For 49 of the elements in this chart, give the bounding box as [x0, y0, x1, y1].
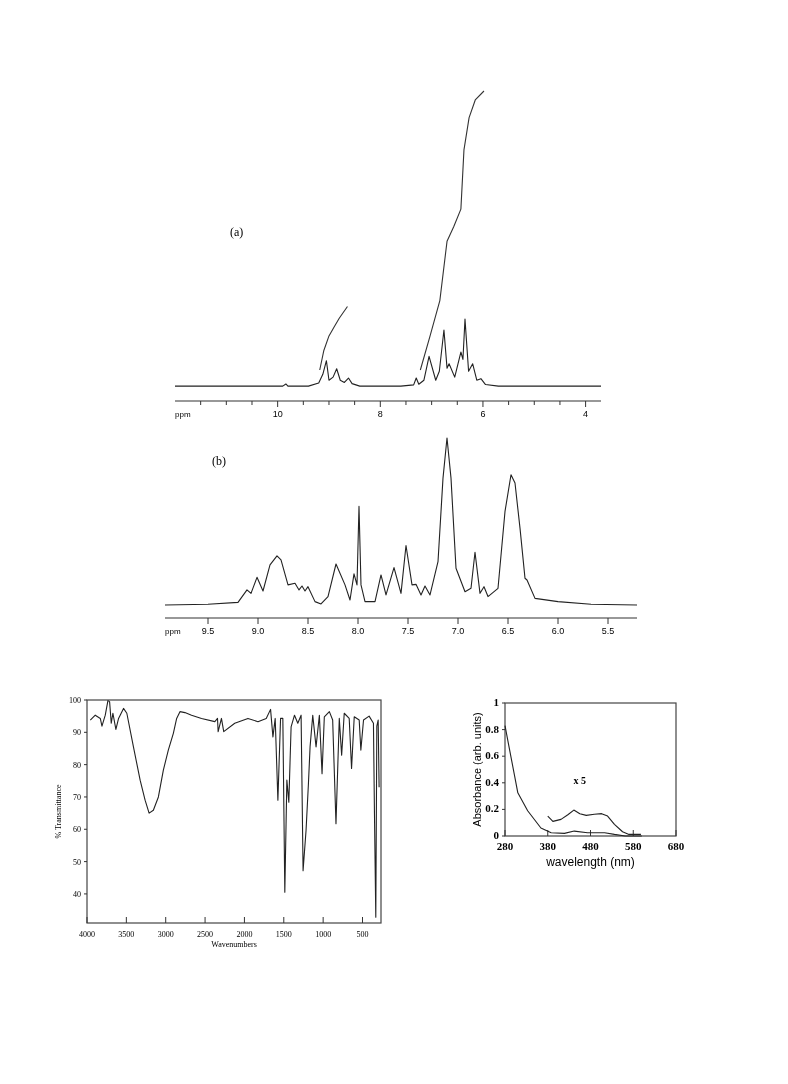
- y-tick-label: 0: [493, 829, 500, 841]
- x-tick-label: 6.5: [501, 626, 515, 636]
- y-tick-label: 1: [493, 696, 499, 708]
- y-tick-label: 0.8: [485, 722, 500, 735]
- x-tick-label: 280: [496, 840, 514, 852]
- x-axis-title: ppm: [165, 627, 181, 636]
- y-tick-label: 90: [73, 728, 81, 738]
- y-tick-label: 50: [73, 857, 81, 867]
- x-tick-label: 4: [583, 409, 589, 419]
- x-tick-label: 6.0: [551, 626, 565, 636]
- x-tick-label: 6: [480, 409, 486, 419]
- y-axis-title: % Transmittance: [54, 784, 63, 839]
- x-tick-label: 480: [582, 840, 600, 852]
- x-tick-label: 680: [667, 840, 685, 852]
- x-tick-label: 7.0: [451, 626, 465, 636]
- x-tick-label: 10: [272, 409, 283, 419]
- text: x 5: [573, 775, 587, 787]
- x-axis-title: wavelength (nm): [545, 855, 635, 869]
- x-axis-title: ppm: [175, 410, 191, 419]
- y-axis-title: Absorbance (arb. units): [471, 712, 483, 827]
- x-tick-label: 8.5: [301, 626, 315, 636]
- y-tick-label: 100: [69, 696, 81, 705]
- x-tick-label: 9.0: [251, 626, 265, 636]
- y-tick-label: 60: [73, 825, 81, 835]
- x-tick-label: 1000: [315, 930, 332, 939]
- x-tick-label: 3500: [118, 930, 135, 939]
- x-tick-label: 9.5: [201, 626, 215, 636]
- y-tick-label: 0.4: [485, 775, 500, 788]
- y-tick-label: 0.2: [485, 802, 500, 815]
- x-tick-label: 2000: [236, 930, 253, 939]
- x-tick-label: 380: [539, 840, 557, 852]
- x-tick-label: 5.5: [601, 626, 615, 636]
- x-tick-label: 500: [356, 930, 369, 939]
- text: (b): [212, 454, 226, 468]
- x-tick-label: 2500: [197, 930, 214, 939]
- x-tick-label: 7.5: [401, 626, 415, 636]
- y-tick-label: 0.6: [485, 749, 500, 762]
- y-tick-label: 40: [73, 889, 81, 899]
- x-tick-label: 4000: [79, 930, 95, 939]
- x-tick-label: 8.0: [351, 626, 365, 636]
- x-tick-label: 8: [377, 409, 383, 419]
- x-tick-label: 3000: [157, 930, 174, 939]
- text: (a): [230, 225, 244, 239]
- x-tick-label: 580: [625, 840, 642, 852]
- y-tick-label: 80: [73, 760, 81, 770]
- x-axis-title: Wavenumbers: [211, 940, 257, 949]
- line-series: [89, 700, 380, 918]
- x-tick-label: 1500: [275, 930, 292, 939]
- y-tick-label: 70: [73, 792, 81, 802]
